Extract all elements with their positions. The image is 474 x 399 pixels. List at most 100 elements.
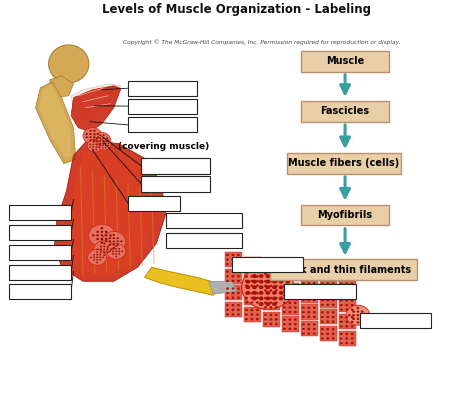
Circle shape	[95, 141, 97, 142]
Circle shape	[340, 338, 343, 340]
Polygon shape	[145, 267, 218, 295]
Bar	[232, 257, 303, 272]
Circle shape	[302, 316, 305, 318]
Circle shape	[112, 248, 114, 250]
Bar	[301, 271, 318, 286]
Circle shape	[269, 323, 272, 325]
Circle shape	[256, 275, 259, 278]
Circle shape	[285, 291, 290, 295]
Bar	[128, 117, 197, 132]
Bar	[225, 302, 242, 317]
Circle shape	[93, 130, 95, 132]
Circle shape	[246, 291, 250, 295]
Circle shape	[102, 231, 126, 251]
Bar	[9, 265, 71, 280]
Circle shape	[115, 251, 117, 252]
Circle shape	[345, 338, 348, 340]
Circle shape	[250, 292, 253, 294]
Circle shape	[89, 224, 115, 247]
Circle shape	[326, 282, 329, 285]
Bar	[9, 225, 71, 240]
Circle shape	[93, 133, 95, 135]
Circle shape	[269, 285, 272, 287]
Circle shape	[288, 294, 291, 296]
Circle shape	[294, 328, 297, 330]
Text: Muscle: Muscle	[326, 56, 364, 67]
Circle shape	[269, 268, 272, 271]
Circle shape	[107, 249, 109, 250]
Circle shape	[345, 342, 348, 344]
Circle shape	[294, 285, 297, 287]
Circle shape	[93, 140, 95, 141]
Circle shape	[269, 306, 272, 308]
Circle shape	[98, 139, 111, 150]
Bar	[141, 158, 210, 174]
Bar	[339, 314, 356, 329]
Circle shape	[256, 318, 259, 320]
Circle shape	[237, 313, 240, 316]
Circle shape	[250, 263, 253, 266]
Circle shape	[245, 259, 248, 261]
Circle shape	[105, 145, 106, 146]
Circle shape	[121, 251, 123, 252]
Circle shape	[272, 269, 277, 273]
Circle shape	[313, 273, 316, 275]
Circle shape	[100, 227, 103, 229]
Circle shape	[351, 299, 354, 302]
Circle shape	[265, 291, 270, 295]
Circle shape	[112, 251, 114, 252]
Circle shape	[345, 308, 348, 311]
Circle shape	[351, 287, 354, 290]
Circle shape	[100, 241, 103, 244]
Circle shape	[294, 323, 297, 326]
Circle shape	[109, 240, 111, 242]
Circle shape	[326, 333, 329, 335]
Circle shape	[250, 301, 253, 304]
Circle shape	[321, 328, 324, 330]
Circle shape	[252, 285, 257, 289]
Circle shape	[264, 273, 267, 275]
Circle shape	[259, 302, 264, 306]
Circle shape	[118, 248, 120, 250]
Circle shape	[231, 304, 234, 306]
Circle shape	[294, 311, 297, 313]
Circle shape	[109, 237, 111, 239]
Circle shape	[96, 234, 99, 237]
Polygon shape	[209, 281, 237, 294]
Circle shape	[99, 257, 101, 258]
Circle shape	[103, 254, 105, 256]
Polygon shape	[71, 84, 121, 120]
Circle shape	[332, 333, 335, 335]
Circle shape	[107, 251, 109, 253]
Circle shape	[352, 314, 355, 316]
Circle shape	[93, 132, 110, 147]
Circle shape	[226, 280, 229, 282]
Circle shape	[321, 304, 324, 306]
Circle shape	[345, 304, 348, 306]
Circle shape	[269, 280, 272, 282]
Circle shape	[231, 271, 234, 273]
Circle shape	[264, 285, 267, 287]
Circle shape	[288, 268, 291, 271]
Circle shape	[294, 290, 297, 292]
Text: Thick and thin filaments: Thick and thin filaments	[277, 265, 410, 275]
Circle shape	[237, 254, 240, 256]
Circle shape	[256, 297, 259, 299]
Circle shape	[231, 259, 234, 261]
Circle shape	[100, 246, 102, 247]
Circle shape	[93, 254, 95, 256]
Circle shape	[96, 251, 98, 253]
Circle shape	[307, 294, 310, 297]
Circle shape	[256, 263, 259, 266]
Bar	[339, 280, 356, 296]
Bar	[282, 266, 299, 281]
Circle shape	[259, 285, 264, 289]
Bar	[263, 312, 280, 327]
Circle shape	[112, 240, 115, 242]
Bar	[301, 101, 389, 122]
Circle shape	[226, 309, 229, 311]
Circle shape	[237, 271, 240, 273]
Circle shape	[351, 304, 354, 306]
Circle shape	[269, 289, 272, 292]
Circle shape	[237, 263, 240, 265]
